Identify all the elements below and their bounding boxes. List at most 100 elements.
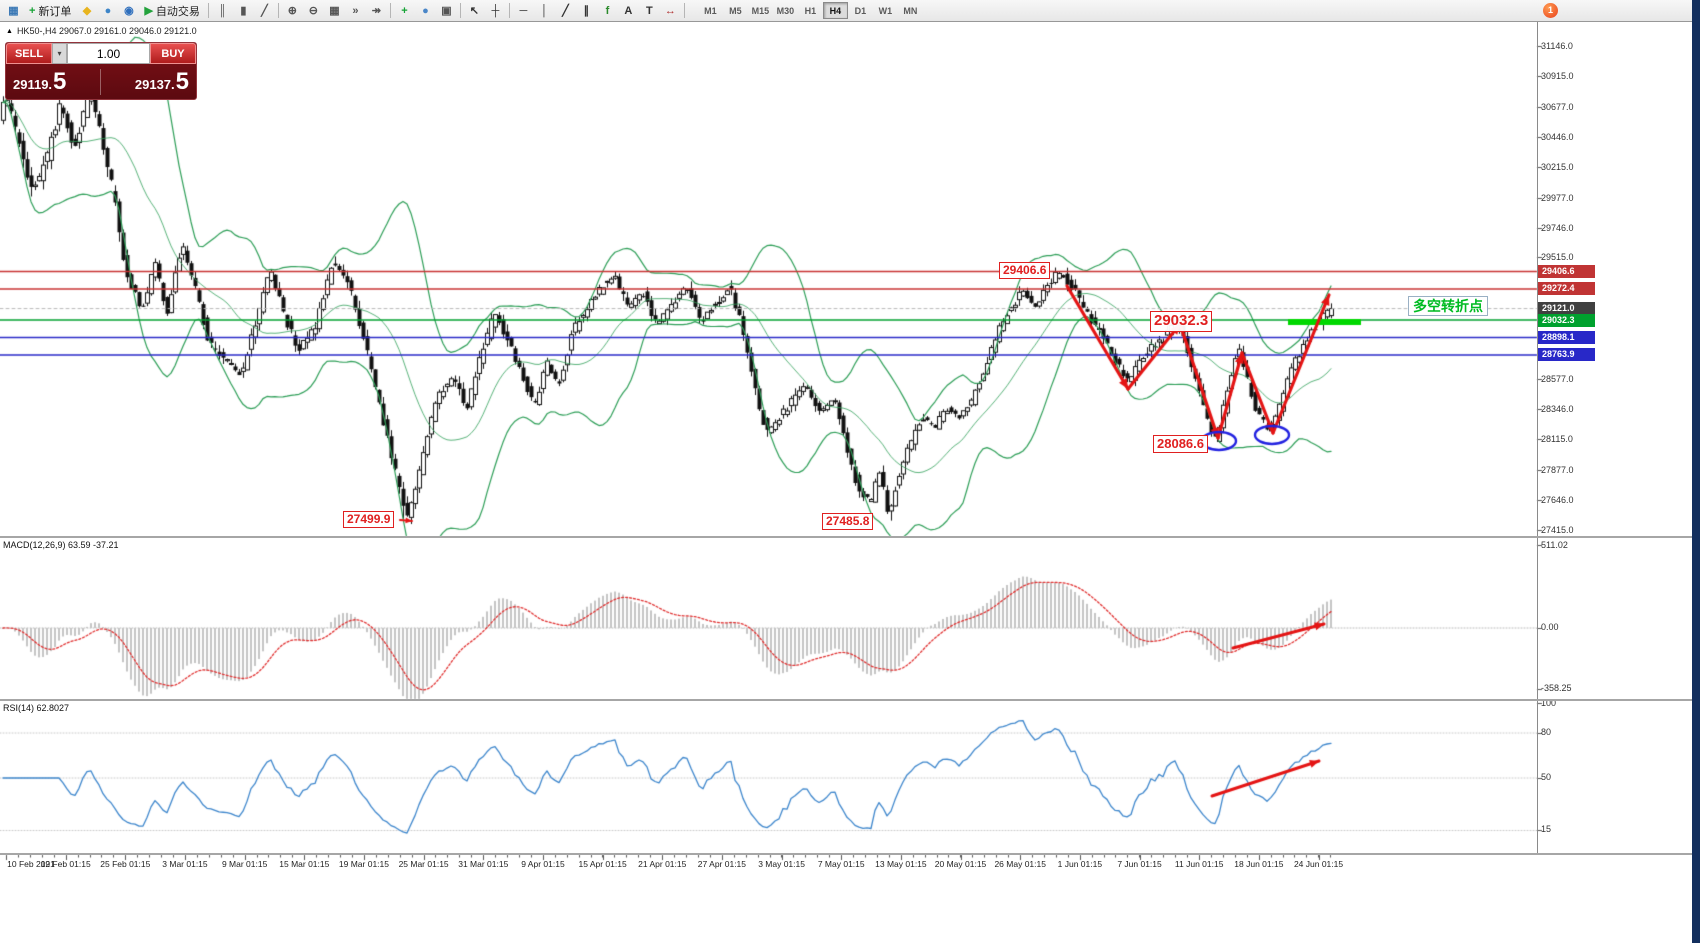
may-low-price-label[interactable]: 27485.8 (822, 513, 874, 530)
text-icon[interactable]: A (618, 2, 639, 20)
candlestick-chart-icon[interactable]: ▮ (233, 2, 254, 20)
time-axis-label: 25 Feb 01:15 (100, 859, 151, 869)
mql5-community-icon: ● (104, 4, 112, 17)
double-bottom-price-label[interactable]: 28086.6 (1153, 435, 1208, 454)
crosshair-icon: ┼ (491, 4, 500, 17)
time-axis[interactable] (0, 855, 1537, 873)
templates-icon: ▣ (441, 5, 452, 17)
level-price-chip: 29272.4 (1538, 282, 1595, 296)
templates-icon[interactable]: ▣ (436, 2, 457, 20)
text-icon: A (624, 4, 633, 17)
sell-price-big-digit: 5 (53, 67, 67, 95)
price-axis-label: 27415.0 (1541, 524, 1574, 535)
trendline-icon[interactable]: ╱ (555, 2, 576, 20)
price-axis-label: 29977.0 (1541, 192, 1574, 203)
price-axis-label: 28115.0 (1541, 434, 1573, 445)
macd-rsi-separator[interactable] (0, 699, 1692, 701)
buy-price[interactable]: 29137. 5 (135, 68, 189, 96)
sell-button[interactable]: SELL (6, 43, 52, 64)
market-icon: ◉ (124, 5, 134, 17)
time-axis-label: 9 Apr 01:15 (521, 859, 565, 869)
cursor-icon[interactable]: ↖ (464, 2, 485, 20)
toolbar-separator (389, 3, 391, 18)
alerts-icon[interactable]: ◆ (76, 2, 97, 20)
timeframe-h1[interactable]: H1 (804, 5, 817, 16)
zoom-out-icon[interactable]: ⊖ (303, 2, 324, 20)
timeframe-m15[interactable]: M15 (751, 5, 770, 16)
level-price-chip: 29406.6 (1538, 265, 1595, 279)
rsi-label: RSI(14) 62.8027 (3, 703, 70, 713)
auto-trading-button[interactable]: ▶ 自动交易 (139, 2, 204, 20)
neckline-price-label[interactable]: 29032.3 (1150, 311, 1213, 332)
timeframe-h4[interactable]: H4 (822, 2, 848, 19)
zoom-out-icon: ⊖ (308, 5, 319, 17)
bar-chart-icon[interactable]: ║ (212, 2, 233, 20)
macd-scale-label: -358.25 (1541, 683, 1572, 693)
price-axis-label: 28577.0 (1541, 374, 1574, 385)
timeframe-d1[interactable]: D1 (854, 5, 867, 16)
zoom-in-icon[interactable]: ⊕ (282, 2, 303, 20)
rsi-scale-label: 80 (1541, 727, 1552, 737)
vertical-line-icon[interactable]: │ (534, 2, 555, 20)
symbol-ohlc-text: HK50-,H4 29067.0 29161.0 29046.0 29121.0 (16, 26, 197, 36)
price-axis[interactable] (1537, 22, 1692, 853)
bar-chart-icon: ║ (218, 4, 227, 17)
volume-input[interactable] (67, 43, 150, 64)
timeframe-w1[interactable]: W1 (878, 5, 893, 16)
price-axis-label: 29746.0 (1541, 222, 1574, 233)
timeframe-mn[interactable]: MN (903, 5, 918, 16)
chart-shift-icon[interactable]: ↠ (366, 2, 387, 20)
time-axis-label: 3 May 01:15 (758, 859, 805, 869)
sell-price[interactable]: 29119. 5 (13, 68, 66, 96)
horizontal-line-icon[interactable]: ─ (513, 2, 534, 20)
price-axis-label: 27646.0 (1541, 494, 1574, 505)
auto-scroll-icon[interactable]: » (345, 2, 366, 20)
macd-scale-label: 0.00 (1541, 622, 1559, 632)
peak-price-label[interactable]: 29406.6 (999, 262, 1051, 279)
channel-icon[interactable]: ∥ (576, 2, 597, 20)
toolbar-separator (459, 3, 461, 18)
time-axis-label: 18 Jun 01:15 (1234, 859, 1284, 869)
buy-price-main: 29137. (134, 76, 175, 92)
auto-scroll-icon: » (352, 4, 359, 17)
level-price-chip: 28898.1 (1538, 330, 1595, 344)
rsi-scale-label: 15 (1541, 824, 1552, 834)
auto-trading-icon: ▶ (144, 5, 153, 17)
line-chart-icon[interactable]: ╱ (254, 2, 275, 20)
buy-button[interactable]: BUY (150, 43, 196, 64)
current-price-chip: 29121.0 (1538, 302, 1595, 316)
label-icon: T (646, 4, 653, 17)
crosshair-icon[interactable]: ┼ (485, 2, 506, 20)
time-axis-label: 15 Apr 01:15 (578, 859, 627, 869)
mql5-community-icon[interactable]: ● (97, 2, 118, 20)
price-axis-label: 29515.0 (1541, 252, 1574, 263)
label-icon[interactable]: T (639, 2, 660, 20)
chart-window-icon[interactable]: ▦ (3, 2, 24, 20)
arrows-icon[interactable]: ↔ (660, 2, 681, 20)
indicators-icon[interactable]: + (394, 2, 415, 20)
chart-macd-separator[interactable] (0, 536, 1692, 538)
indicators-icon: + (401, 4, 408, 17)
toolbar-icons: ▦ + 新订单 ◆ ● ◉ ▶ 自动交易 ║ ▮ ╱ ⊕ ⊖ ▦» ↠ + ● ▣ ↖ ┼ ─ │ ╱ ∥ f A T ↔ (3, 2, 688, 20)
timeframe-buttons: M1 M5 M15 M30 H1 H4 D1 W1 MN (698, 2, 923, 19)
toolbar-separator (277, 3, 279, 18)
time-axis-label: 11 Jun 01:15 (1174, 859, 1224, 869)
tile-windows-icon[interactable]: ▦ (324, 2, 345, 20)
market-icon[interactable]: ◉ (118, 2, 139, 20)
time-axis-label: 7 May 01:15 (817, 859, 865, 869)
periods-icon[interactable]: ● (415, 2, 436, 20)
price-axis-label: 30915.0 (1541, 70, 1574, 81)
new-order-icon: + (29, 4, 36, 17)
march-low-price-label[interactable]: 27499.9 (343, 511, 395, 528)
volume-dropdown[interactable]: ▾ (52, 43, 67, 64)
toolbar-separator (508, 3, 510, 18)
turning-point-label[interactable]: 多空转折点 (1408, 296, 1488, 317)
notification-badge[interactable]: 1 (1543, 3, 1558, 18)
timeframe-m5[interactable]: M5 (729, 5, 742, 16)
timeframe-m1[interactable]: M1 (704, 5, 717, 16)
time-axis-label: 20 May 01:15 (934, 859, 987, 869)
timeframe-m30[interactable]: M30 (776, 5, 795, 16)
new-order-button[interactable]: + 新订单 (24, 2, 76, 20)
fibonacci-icon[interactable]: f (597, 2, 618, 20)
